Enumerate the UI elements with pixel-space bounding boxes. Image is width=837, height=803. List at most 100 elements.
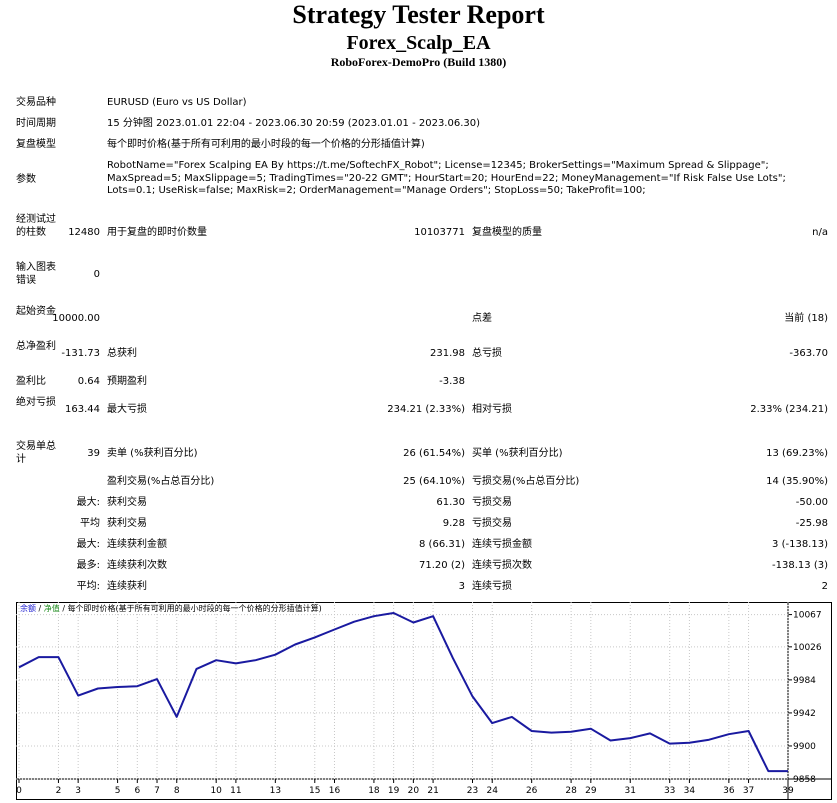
largest-profit-label: 获利交易 [107, 497, 147, 508]
period-label: 时间周期 [16, 118, 56, 129]
legend-part: 余额 [20, 603, 36, 613]
max-drawdown-label: 最大亏损 [107, 404, 147, 415]
largest-loss-label: 亏损交易 [472, 497, 512, 508]
x-tick-label: 24 [487, 786, 499, 796]
legend-part: 净值 [44, 603, 60, 613]
y-tick-label: 9900 [793, 742, 816, 752]
x-tick-label: 19 [388, 786, 400, 796]
errors-label: 输入图表错误 [16, 262, 56, 286]
average-loss-value: -25.98 [795, 518, 828, 529]
ticks-label: 用于复盘的即时价数量 [107, 227, 207, 238]
bars-label: 经测试过的柱数 [16, 214, 56, 238]
symbol-label: 交易品种 [16, 97, 56, 108]
total-trades-label: 交易单总计 [16, 441, 56, 465]
net-profit-label: 总净盈利 [16, 341, 56, 352]
x-tick-label: 2 [56, 786, 62, 796]
model-value: 每个即时价格(基于所有可利用的最小时段的每一个价格的分形插值计算) [107, 139, 425, 150]
x-tick-label: 39 [782, 786, 794, 796]
max-cons-loss-value: -138.13 (3) [772, 560, 828, 571]
profit-factor-value: 0.64 [77, 376, 100, 387]
rel-drawdown-label: 相对亏损 [472, 404, 512, 415]
report-title: Strategy Tester Report [292, 0, 545, 29]
avg-cons-losses-label: 连续亏损 [472, 581, 512, 592]
bars-value: 12480 [68, 227, 100, 238]
x-tick-label: 36 [723, 786, 735, 796]
ticks-value: 10103771 [414, 227, 465, 238]
params-value: RobotName="Forex Scalping EA By https://… [107, 160, 786, 196]
rel-drawdown-value: 2.33% (234.21) [750, 404, 828, 415]
params-label: 参数 [16, 174, 36, 185]
short-value: 26 (61.54%) [403, 448, 465, 459]
payoff-label: 预期盈利 [107, 376, 147, 387]
y-tick-label: 10067 [793, 611, 822, 621]
gross-loss-label: 总亏损 [472, 348, 502, 359]
long-label: 买单 (%获利百分比) [472, 448, 563, 459]
chart-frame [16, 602, 832, 800]
chart-legend: 余额 / 净值 / 每个即时价格(基于所有可利用的最小时段的每一个价格的分形插值… [20, 603, 322, 613]
gross-loss-value: -363.70 [789, 348, 828, 359]
largest-label: 最大: [76, 497, 100, 508]
x-tick-label: 7 [154, 786, 160, 796]
model-label: 复盘模型 [16, 139, 56, 150]
payoff-value: -3.38 [439, 376, 465, 387]
x-tick-label: 16 [329, 786, 341, 796]
errors-value: 0 [93, 269, 100, 280]
balance-series-line [18, 612, 788, 773]
gross-profit-label: 总获利 [107, 348, 137, 359]
avg-cons-wins-label: 连续获利 [107, 581, 147, 592]
x-tick-label: 20 [408, 786, 420, 796]
profit-trades-value: 25 (64.10%) [403, 476, 465, 487]
largest-profit-value: 61.30 [436, 497, 465, 508]
x-tick-label: 26 [526, 786, 538, 796]
max-cons-loss-label: 连续亏损次数 [472, 560, 532, 571]
deposit-value: 10000.00 [52, 313, 100, 324]
symbol-value: EURUSD (Euro vs US Dollar) [107, 97, 247, 108]
max-cons-losses-label: 连续亏损金额 [472, 539, 532, 550]
max-cons-wins-label: 连续获利金额 [107, 539, 167, 550]
abs-drawdown-label: 绝对亏损 [16, 397, 56, 408]
max-label: 最大: [76, 539, 100, 550]
server-build: RoboForex-DemoPro (Build 1380) [330, 55, 507, 69]
x-tick-label: 23 [467, 786, 478, 796]
y-tick-label: 9984 [793, 676, 816, 686]
y-tick-label: 9858 [793, 775, 816, 785]
loss-trades-value: 14 (35.90%) [766, 476, 828, 487]
profit-factor-label: 盈利比 [16, 376, 46, 387]
legend-part: / [36, 604, 44, 613]
deposit-label: 起始资金 [16, 306, 56, 317]
x-tick-label: 0 [16, 786, 22, 796]
x-tick-label: 8 [174, 786, 180, 796]
max-cons-wins-value: 8 (66.31) [419, 539, 465, 550]
short-label: 卖单 (%获利百分比) [107, 448, 198, 459]
y-tick-label: 9942 [793, 709, 816, 719]
largest-loss-value: -50.00 [795, 497, 828, 508]
x-tick-label: 18 [368, 786, 380, 796]
average-label: 平均 [80, 518, 100, 529]
x-tick-label: 21 [427, 786, 438, 796]
x-tick-label: 15 [309, 786, 320, 796]
average-profit-value: 9.28 [442, 518, 465, 529]
long-value: 13 (69.23%) [766, 448, 828, 459]
loss-trades-label: 亏损交易(%占总百分比) [472, 476, 580, 487]
max-cons-losses-value: 3 (-138.13) [772, 539, 828, 550]
legend-part: / 每个即时价格(基于所有可利用的最小时段的每一个价格的分形插值计算) [60, 603, 322, 613]
gross-profit-value: 231.98 [430, 348, 465, 359]
period-value: 15 分钟图 2023.01.01 22:04 - 2023.06.30 20:… [107, 118, 481, 129]
spread-label: 点差 [472, 313, 492, 324]
avg-label: 平均: [76, 581, 100, 592]
total-trades-value: 39 [87, 448, 100, 459]
x-tick-label: 31 [625, 786, 636, 796]
ea-name: Forex_Scalp_EA [346, 32, 491, 54]
x-tick-label: 33 [664, 786, 675, 796]
x-tick-label: 37 [743, 786, 754, 796]
max-cons-profit-label: 连续获利次数 [107, 560, 167, 571]
spread-value: 当前 (18) [784, 313, 828, 324]
net-profit-value: -131.73 [61, 348, 100, 359]
average-profit-label: 获利交易 [107, 518, 147, 529]
x-tick-label: 34 [684, 786, 696, 796]
max-cons-profit-value: 71.20 (2) [419, 560, 465, 571]
avg-cons-losses-value: 2 [821, 581, 828, 592]
quality-label: 复盘模型的质量 [472, 227, 542, 238]
x-tick-label: 13 [270, 786, 281, 796]
